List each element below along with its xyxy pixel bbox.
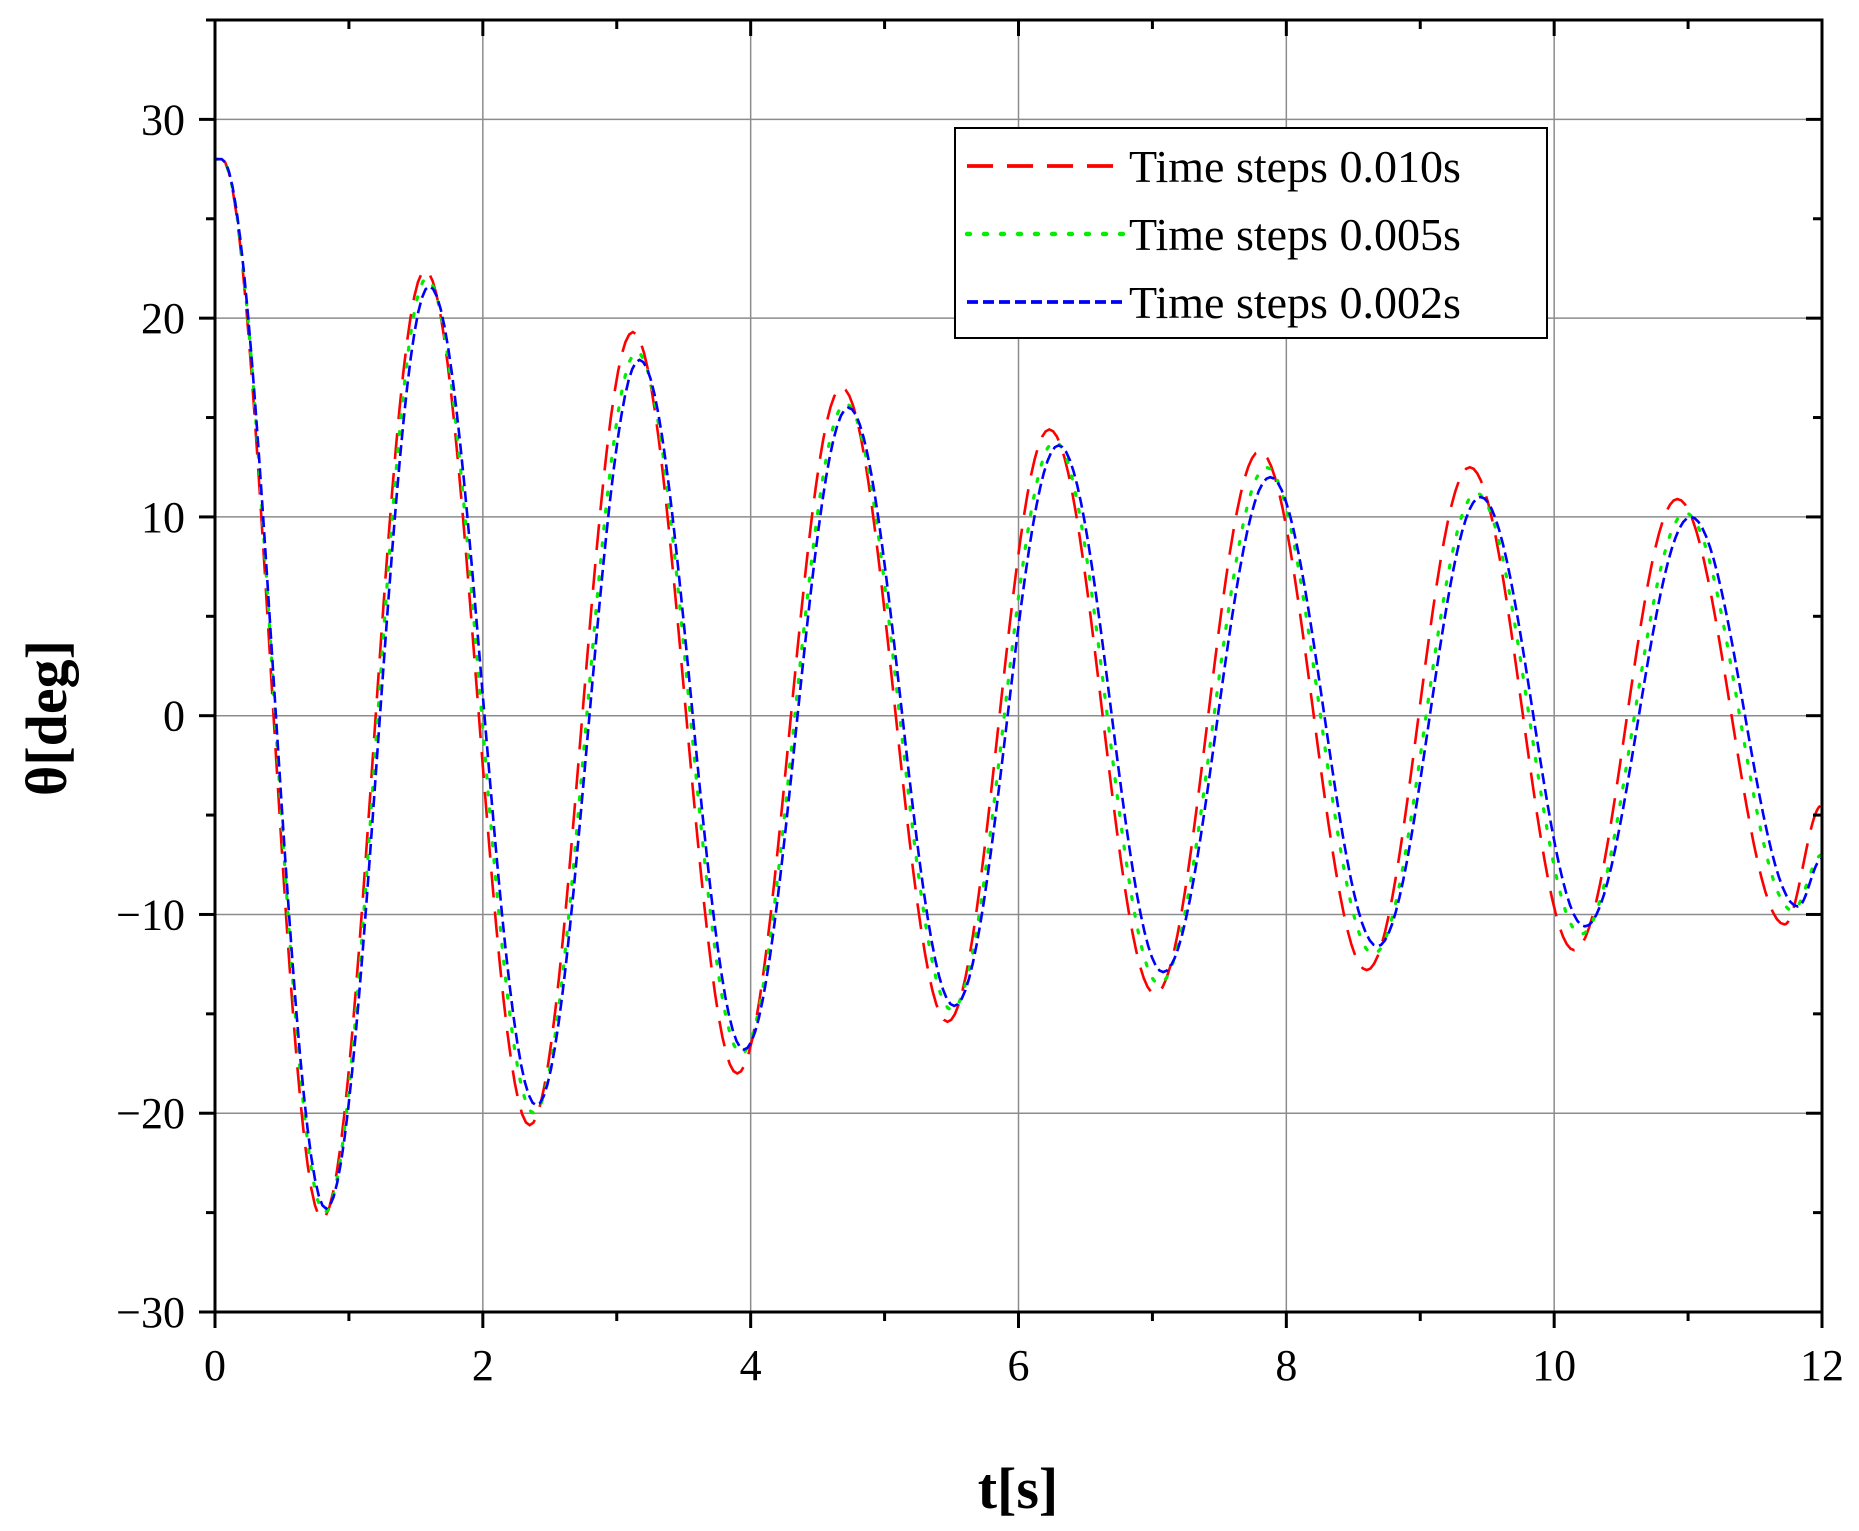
y-tick-label: 20 [141,294,185,343]
x-tick-label: 2 [472,1341,494,1390]
y-tick-label: −30 [116,1288,185,1337]
y-tick-label: 0 [163,692,185,741]
legend-label-1: Time steps 0.010s [1129,141,1461,192]
y-tick-label: 30 [141,95,185,144]
y-tick-label: −20 [116,1089,185,1138]
x-tick-label: 8 [1275,1341,1297,1390]
axis-ticks [199,18,1824,1328]
x-tick-label: 4 [740,1341,762,1390]
y-tick-label: 10 [141,493,185,542]
series-line-3 [215,157,1823,1211]
legend: Time steps 0.010s Time steps 0.005s Time s… [954,127,1548,339]
x-tick-label: 12 [1800,1341,1844,1390]
series-layer [213,157,1824,1221]
series-line-2 [213,157,1824,1215]
tick-labels: 0 2 4 6 8 10 12 −30 −20 −10 0 10 20 30 [116,95,1844,1390]
x-axis-title: t[s] [978,1456,1059,1521]
y-tick-label: −10 [116,890,185,939]
y-axis-title: θ[deg] [14,640,79,796]
x-tick-label: 10 [1532,1341,1576,1390]
legend-label-3: Time steps 0.002s [1129,277,1461,328]
x-tick-label: 0 [204,1341,226,1390]
series-line-1 [215,157,1823,1221]
x-tick-label: 6 [1008,1341,1030,1390]
legend-label-2: Time steps 0.005s [1129,209,1461,260]
